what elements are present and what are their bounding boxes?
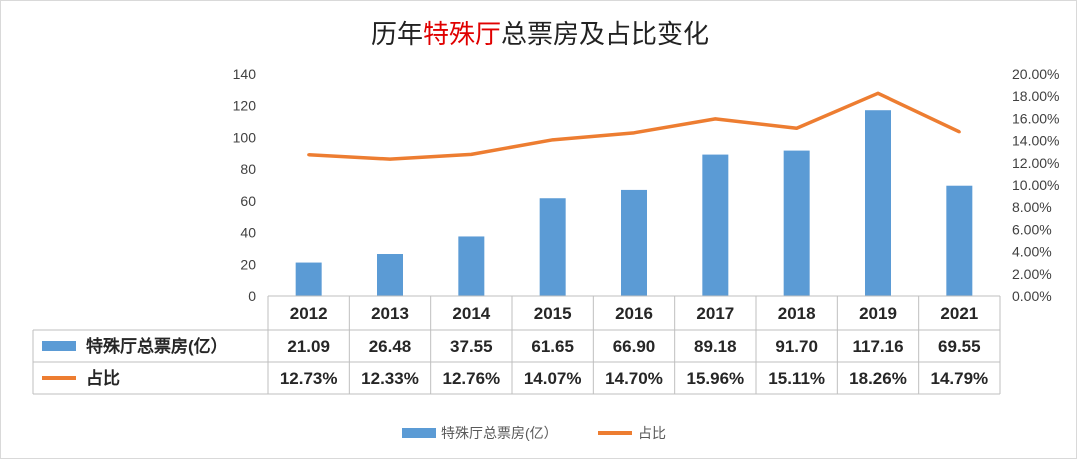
bar xyxy=(783,150,810,296)
left-axis-tick-label: 100 xyxy=(233,129,257,145)
line-point xyxy=(713,117,717,121)
x-tick-label: 2017 xyxy=(696,304,734,323)
table-cell-revenue: 61.65 xyxy=(531,337,574,356)
table-cell-revenue: 21.09 xyxy=(287,337,330,356)
left-axis-tick-label: 40 xyxy=(240,225,256,241)
table-cell-share: 15.96% xyxy=(686,369,744,388)
table-cell-revenue: 89.18 xyxy=(694,337,737,356)
x-tick-label: 2014 xyxy=(452,304,490,323)
x-tick-label: 2012 xyxy=(290,304,328,323)
table-cell-share: 15.11% xyxy=(768,369,825,388)
chart-title-prefix: 历年 xyxy=(370,20,423,50)
right-axis-tick-label: 10.00% xyxy=(1012,177,1059,193)
table-cell-revenue: 26.48 xyxy=(369,337,412,356)
bar xyxy=(702,154,729,296)
right-axis-tick-label: 0.00% xyxy=(1012,288,1052,304)
left-axis-tick-label: 60 xyxy=(240,193,256,209)
bar xyxy=(621,189,647,296)
table-cell-revenue: 66.90 xyxy=(613,337,656,356)
table-cell-revenue: 91.70 xyxy=(775,337,818,356)
legend-line-label: 占比 xyxy=(638,425,666,441)
right-axis-tick-label: 14.00% xyxy=(1012,133,1059,149)
table-cell-revenue: 117.16 xyxy=(852,337,903,356)
bar xyxy=(946,185,973,296)
table-row-header-revenue: 特殊厅总票房(亿） xyxy=(86,336,228,356)
line-point xyxy=(551,138,555,142)
right-axis-tick-label: 8.00% xyxy=(1012,199,1052,215)
table-cell-revenue: 69.55 xyxy=(938,337,981,356)
table-cell-share: 12.33% xyxy=(361,369,419,388)
left-axis-tick-label: 80 xyxy=(240,161,256,177)
right-axis-tick-label: 20.00% xyxy=(1012,66,1059,82)
left-axis-tick-label: 0 xyxy=(248,288,256,304)
x-tick-label: 2016 xyxy=(615,304,653,323)
table-bar-legend-key xyxy=(42,341,76,351)
table-cell-share: 12.76% xyxy=(442,369,500,388)
left-axis-tick-label: 140 xyxy=(233,66,257,82)
line-point xyxy=(795,126,799,130)
line-point xyxy=(469,152,473,156)
right-axis-tick-label: 16.00% xyxy=(1012,110,1059,126)
line-point xyxy=(388,157,392,161)
left-axis-tick-label: 120 xyxy=(233,98,257,114)
table-cell-share: 12.73% xyxy=(280,369,338,388)
right-axis-tick-label: 4.00% xyxy=(1012,244,1052,260)
chart-title-suffix: 总票房及占比变化 xyxy=(501,20,710,50)
line-point xyxy=(876,91,880,95)
table-row-header-share: 占比 xyxy=(86,368,120,388)
line-point xyxy=(632,131,636,135)
table-cell-share: 14.07% xyxy=(524,369,582,388)
bar xyxy=(539,198,566,296)
x-tick-label: 2013 xyxy=(371,304,409,323)
legend-bar-label: 特殊厅总票房(亿） xyxy=(441,425,558,441)
chart-title-highlight: 特殊厅 xyxy=(422,20,501,50)
right-axis-tick-label: 18.00% xyxy=(1012,88,1059,104)
bar xyxy=(865,110,891,296)
line-point xyxy=(307,153,311,157)
x-tick-label: 2021 xyxy=(940,304,978,323)
table-cell-share: 14.79% xyxy=(930,369,988,388)
x-tick-label: 2019 xyxy=(859,304,897,323)
bar xyxy=(295,262,322,296)
table-cell-share: 18.26% xyxy=(849,369,907,388)
table-cell-share: 14.70% xyxy=(605,369,663,388)
bar xyxy=(377,254,403,296)
table-cell-revenue: 37.55 xyxy=(450,337,493,356)
share-line xyxy=(308,91,961,161)
right-axis-tick-label: 6.00% xyxy=(1012,221,1052,237)
x-tick-label: 2015 xyxy=(534,304,572,323)
x-tick-label: 2018 xyxy=(778,304,816,323)
left-axis-tick-label: 20 xyxy=(240,256,256,272)
chart-title: 历年特殊厅总票房及占比变化 xyxy=(0,14,1080,51)
right-axis-tick-label: 12.00% xyxy=(1012,155,1059,171)
legend-bar-key xyxy=(402,428,436,438)
right-axis-tick-label: 2.00% xyxy=(1012,266,1052,282)
line-point xyxy=(957,130,961,134)
bar xyxy=(458,236,485,296)
